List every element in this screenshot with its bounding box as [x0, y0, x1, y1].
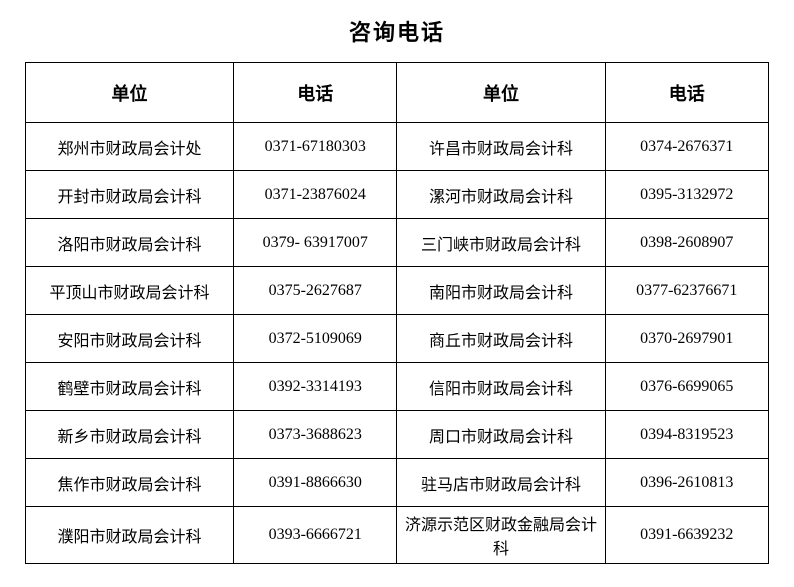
cell-unit-left: 安阳市财政局会计科	[26, 315, 234, 363]
cell-phone-right: 0376-6699065	[605, 363, 768, 411]
cell-unit-right: 济源示范区财政金融局会计科	[397, 507, 605, 564]
cell-phone-right: 0398-2608907	[605, 219, 768, 267]
cell-phone-left: 0379- 63917007	[234, 219, 397, 267]
cell-unit-left: 焦作市财政局会计科	[26, 459, 234, 507]
cell-unit-right: 商丘市财政局会计科	[397, 315, 605, 363]
cell-unit-left: 洛阳市财政局会计科	[26, 219, 234, 267]
header-phone-1: 电话	[234, 63, 397, 123]
header-unit-1: 单位	[26, 63, 234, 123]
table-body: 郑州市财政局会计处0371-67180303许昌市财政局会计科0374-2676…	[26, 123, 769, 564]
cell-unit-right: 南阳市财政局会计科	[397, 267, 605, 315]
table-row: 洛阳市财政局会计科0379- 63917007三门峡市财政局会计科0398-26…	[26, 219, 769, 267]
cell-unit-left: 开封市财政局会计科	[26, 171, 234, 219]
page-title: 咨询电话	[25, 15, 769, 47]
cell-unit-left: 鹤壁市财政局会计科	[26, 363, 234, 411]
table-container: 咨询电话 单位 电话 单位 电话 郑州市财政局会计处0371-67180303许…	[25, 15, 769, 564]
table-row: 平顶山市财政局会计科0375-2627687南阳市财政局会计科0377-6237…	[26, 267, 769, 315]
table-row: 濮阳市财政局会计科0393-6666721济源示范区财政金融局会计科0391-6…	[26, 507, 769, 564]
cell-phone-left: 0393-6666721	[234, 507, 397, 564]
cell-phone-left: 0371-67180303	[234, 123, 397, 171]
contact-table: 单位 电话 单位 电话 郑州市财政局会计处0371-67180303许昌市财政局…	[25, 62, 769, 564]
cell-unit-left: 濮阳市财政局会计科	[26, 507, 234, 564]
table-header-row: 单位 电话 单位 电话	[26, 63, 769, 123]
cell-phone-left: 0371-23876024	[234, 171, 397, 219]
cell-unit-right: 信阳市财政局会计科	[397, 363, 605, 411]
cell-phone-left: 0373-3688623	[234, 411, 397, 459]
table-row: 新乡市财政局会计科0373-3688623周口市财政局会计科0394-83195…	[26, 411, 769, 459]
cell-phone-right: 0370-2697901	[605, 315, 768, 363]
cell-phone-left: 0392-3314193	[234, 363, 397, 411]
header-unit-2: 单位	[397, 63, 605, 123]
cell-phone-left: 0372-5109069	[234, 315, 397, 363]
cell-phone-right: 0394-8319523	[605, 411, 768, 459]
cell-phone-right: 0396-2610813	[605, 459, 768, 507]
table-row: 郑州市财政局会计处0371-67180303许昌市财政局会计科0374-2676…	[26, 123, 769, 171]
cell-unit-right: 三门峡市财政局会计科	[397, 219, 605, 267]
cell-phone-left: 0375-2627687	[234, 267, 397, 315]
cell-phone-right: 0391-6639232	[605, 507, 768, 564]
cell-phone-right: 0395-3132972	[605, 171, 768, 219]
cell-unit-right: 漯河市财政局会计科	[397, 171, 605, 219]
header-phone-2: 电话	[605, 63, 768, 123]
table-row: 开封市财政局会计科0371-23876024漯河市财政局会计科0395-3132…	[26, 171, 769, 219]
table-row: 鹤壁市财政局会计科0392-3314193信阳市财政局会计科0376-66990…	[26, 363, 769, 411]
cell-unit-left: 郑州市财政局会计处	[26, 123, 234, 171]
cell-unit-right: 许昌市财政局会计科	[397, 123, 605, 171]
cell-unit-right: 驻马店市财政局会计科	[397, 459, 605, 507]
cell-unit-left: 新乡市财政局会计科	[26, 411, 234, 459]
cell-phone-right: 0377-62376671	[605, 267, 768, 315]
table-row: 焦作市财政局会计科0391-8866630驻马店市财政局会计科0396-2610…	[26, 459, 769, 507]
cell-unit-right: 周口市财政局会计科	[397, 411, 605, 459]
table-row: 安阳市财政局会计科0372-5109069商丘市财政局会计科0370-26979…	[26, 315, 769, 363]
cell-phone-right: 0374-2676371	[605, 123, 768, 171]
cell-unit-left: 平顶山市财政局会计科	[26, 267, 234, 315]
cell-phone-left: 0391-8866630	[234, 459, 397, 507]
